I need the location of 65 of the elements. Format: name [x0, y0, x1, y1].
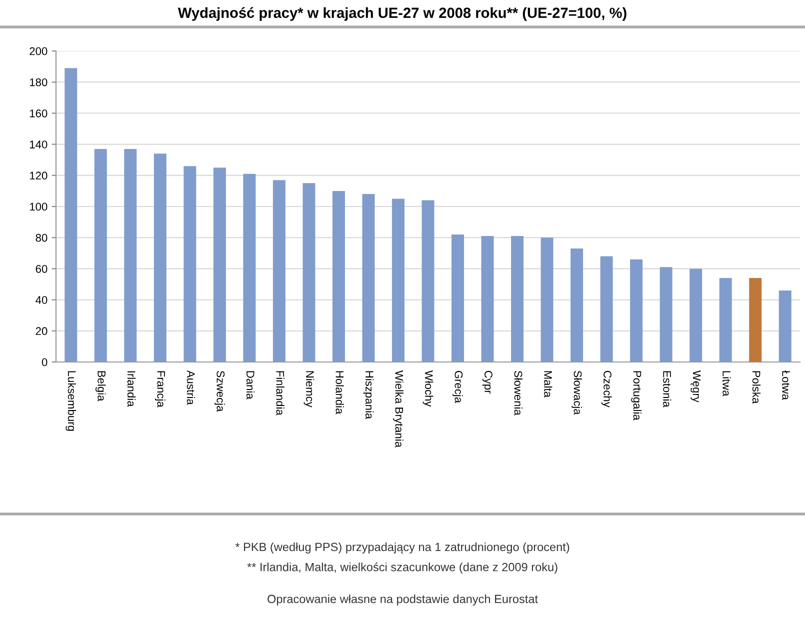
x-tick-label: Polska	[752, 371, 761, 404]
x-tick-label: Portugalia	[631, 371, 642, 420]
bar	[272, 180, 286, 362]
bar	[362, 194, 375, 362]
y-tick-label: 60	[36, 264, 48, 273]
x-tick-label: Słowacja	[572, 370, 582, 415]
bar	[749, 278, 762, 362]
y-tick-label: 20	[36, 327, 48, 336]
y-tick-label: 40	[36, 296, 48, 304]
bar	[332, 190, 345, 362]
bar	[660, 267, 672, 362]
bar	[184, 166, 196, 362]
x-tick-label: Słowenia	[514, 370, 522, 416]
x-tick-label: Irlandia	[127, 371, 136, 407]
x-tick-label: Wielka Brytania	[393, 370, 404, 448]
text: Opracowanie własne na podstawie danych Eurostat	[268, 594, 538, 606]
bar	[719, 278, 732, 362]
y-tick-label: 160	[30, 109, 48, 118]
y-tick-label: 120	[30, 172, 48, 180]
bar	[64, 68, 78, 362]
text: * PKB (według PPS) przypadający na 1 zatrudnionego (procent)	[235, 542, 570, 554]
x-tick-label: Łotwa	[782, 370, 790, 400]
y-tick-label: 100	[30, 202, 48, 211]
x-tick-label: Czechy	[601, 370, 612, 408]
y-tick-label: 0	[42, 358, 48, 366]
x-tick-label: Belgia	[95, 371, 106, 402]
text: ** Irlandia, Malta, wielkości szacunkowe (dane z 2009 roku)	[247, 562, 558, 574]
bar	[630, 259, 643, 362]
bar	[213, 168, 226, 362]
x-tick-label: Niemcy	[304, 371, 314, 408]
x-tick-label: Holandia	[336, 371, 344, 414]
bar	[452, 234, 464, 362]
x-tick-label: Malta	[544, 371, 552, 398]
bar	[481, 236, 494, 362]
y-tick-label: 200	[30, 47, 48, 56]
x-tick-label: Cypr	[482, 370, 492, 394]
x-tick-label: Dania	[246, 371, 255, 400]
bar	[243, 174, 256, 362]
x-tick-label: Szwecja	[214, 370, 225, 412]
bar	[690, 268, 702, 362]
chart-title: Wydajność pracy* w krajach UE-27 w 2008 roku** (UE-27=100, %)	[178, 7, 626, 21]
bar	[422, 200, 434, 362]
x-tick-label: Węgry	[690, 370, 701, 402]
x-tick-label: Francja	[154, 371, 166, 408]
x-tick-label: Grecja	[452, 370, 463, 404]
bar	[540, 238, 554, 362]
bar	[778, 290, 792, 362]
x-tick-label: Finlandia	[276, 371, 284, 416]
x-tick-label: Luksemburg	[66, 371, 76, 431]
bar	[392, 198, 404, 362]
x-tick-label: Estonia	[663, 371, 672, 408]
bar	[124, 148, 137, 362]
y-tick-label: 140	[30, 140, 48, 148]
x-tick-label: Austria	[186, 370, 196, 405]
bar	[94, 148, 107, 362]
x-tick-label: Hiszpania	[363, 371, 374, 420]
bar	[154, 154, 166, 362]
x-tick-label: Litwa	[722, 371, 731, 396]
y-tick-label: 80	[36, 234, 48, 242]
x-tick-label: Włochy	[422, 370, 434, 407]
y-tick-label: 180	[30, 78, 48, 86]
bar	[570, 248, 584, 362]
bar	[511, 236, 524, 362]
bar	[600, 256, 613, 362]
bar	[302, 183, 316, 362]
